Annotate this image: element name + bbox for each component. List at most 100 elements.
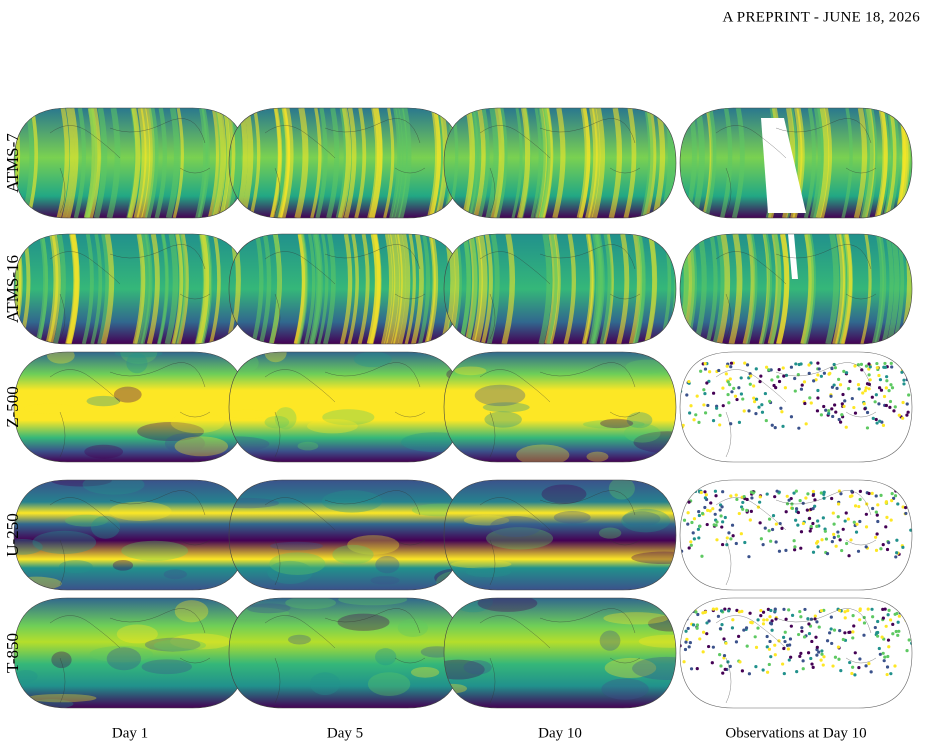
station-dot xyxy=(822,371,826,375)
station-dot xyxy=(834,410,838,414)
station-dot xyxy=(819,374,823,378)
station-dot xyxy=(767,662,771,667)
station-dot xyxy=(787,498,791,502)
station-dot xyxy=(905,491,909,495)
station-dot xyxy=(721,671,725,675)
swath xyxy=(640,108,654,218)
station-dot xyxy=(822,490,826,494)
station-dot xyxy=(864,525,869,529)
station-dot xyxy=(819,609,824,613)
swath xyxy=(477,108,490,218)
station-dot xyxy=(770,628,774,632)
station-dot xyxy=(799,615,803,619)
station-dot xyxy=(729,537,733,541)
station-dot xyxy=(816,540,820,544)
station-dot xyxy=(830,540,834,544)
station-dot xyxy=(699,369,703,373)
station-dot xyxy=(895,551,899,555)
station-dot xyxy=(723,667,727,671)
field-blob xyxy=(553,510,591,524)
station-dot xyxy=(788,643,792,647)
station-dot xyxy=(714,523,718,527)
station-dot xyxy=(786,647,790,651)
station-dot xyxy=(810,662,814,666)
swath xyxy=(466,108,479,218)
station-dot xyxy=(811,506,815,511)
field-blob xyxy=(463,515,510,526)
field-blob xyxy=(90,515,121,539)
station-dot xyxy=(764,365,769,369)
swath xyxy=(154,108,168,218)
field-blob xyxy=(332,544,374,565)
station-dot xyxy=(900,370,904,374)
station-dot xyxy=(782,635,786,639)
station-dot xyxy=(895,538,899,542)
row-label: ATMS-7 xyxy=(3,133,22,193)
station-dot xyxy=(893,494,898,498)
station-dot xyxy=(804,496,808,500)
swath xyxy=(393,234,407,344)
station-dot xyxy=(846,609,850,613)
station-dot xyxy=(833,403,837,407)
station-dot xyxy=(874,494,878,498)
station-dot xyxy=(784,617,788,621)
station-dot xyxy=(684,640,688,644)
station-dot xyxy=(713,512,717,516)
station-dot xyxy=(739,532,743,536)
station-dot xyxy=(816,545,820,549)
station-dot xyxy=(718,653,722,657)
station-dot xyxy=(879,493,883,497)
swath xyxy=(461,108,475,218)
station-dot xyxy=(758,379,762,384)
swath xyxy=(397,234,411,344)
station-dot xyxy=(692,537,696,541)
station-dot xyxy=(794,518,798,522)
station-dot xyxy=(709,501,713,505)
station-dot xyxy=(739,376,743,380)
station-dot xyxy=(865,382,870,386)
data-gap xyxy=(788,234,798,279)
station-dot xyxy=(793,389,797,393)
station-dot xyxy=(844,511,848,515)
map-outline xyxy=(443,351,677,463)
station-dot xyxy=(711,645,715,649)
station-dot xyxy=(883,655,887,659)
station-dot xyxy=(759,374,763,378)
station-dot xyxy=(874,548,879,552)
swath xyxy=(81,234,94,344)
station-dot xyxy=(885,665,890,669)
field-blob xyxy=(229,409,281,419)
station-dot xyxy=(843,616,847,620)
swath xyxy=(742,234,756,344)
station-dot xyxy=(781,424,785,428)
station-dot xyxy=(842,369,846,373)
station-dot xyxy=(906,410,910,414)
station-dot xyxy=(754,411,758,416)
swath xyxy=(546,234,558,344)
station-dot xyxy=(839,420,843,424)
station-dot xyxy=(765,492,769,496)
station-dot xyxy=(853,651,857,655)
station-dot xyxy=(831,511,835,515)
station-dot xyxy=(836,515,840,519)
coastline xyxy=(49,362,211,458)
swath xyxy=(430,108,445,218)
station-dot xyxy=(855,522,859,526)
station-dot xyxy=(878,652,882,656)
station-dot xyxy=(905,364,909,368)
station-dot xyxy=(873,400,877,404)
station-dot xyxy=(690,520,694,525)
station-dot xyxy=(686,511,690,515)
swath xyxy=(581,234,594,344)
swath xyxy=(517,108,531,218)
station-dot xyxy=(881,616,885,620)
station-dot xyxy=(902,364,906,368)
station-dot xyxy=(811,665,815,670)
field-blob xyxy=(541,484,587,504)
station-dot xyxy=(737,634,741,638)
station-dot xyxy=(834,544,838,548)
map-outline xyxy=(679,233,913,345)
station-dot xyxy=(884,403,888,408)
station-dot xyxy=(881,651,885,655)
swath xyxy=(176,234,189,344)
